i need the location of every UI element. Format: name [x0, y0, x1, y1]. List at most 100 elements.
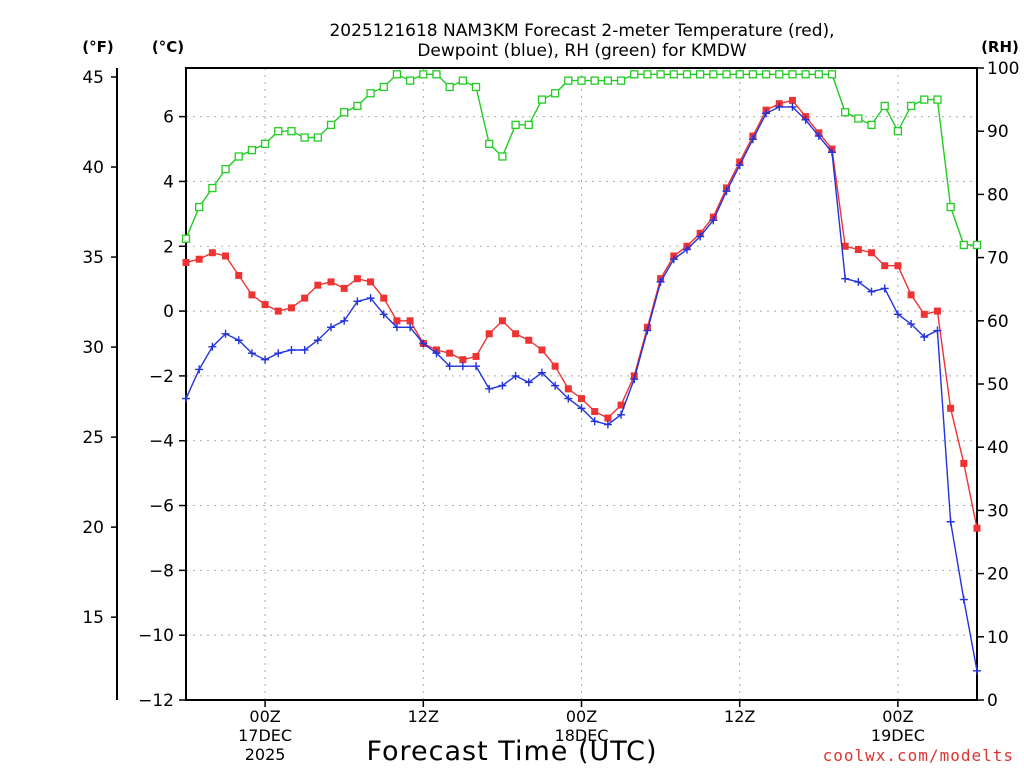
dewpoint-point	[182, 394, 190, 403]
rh-point	[616, 76, 626, 85]
dewpoint-point	[669, 255, 678, 264]
dewpoint-point	[445, 362, 454, 371]
celsius-tick-label: −2	[149, 367, 174, 387]
dewpoint-point	[643, 326, 652, 335]
rh-point	[643, 70, 652, 79]
rh-point	[221, 164, 230, 174]
dewpoint-point	[788, 102, 797, 111]
temperature-point	[564, 385, 572, 393]
rh-tick-label: 20	[987, 565, 1009, 585]
temperature-point	[881, 262, 889, 270]
dewpoint-point	[551, 381, 560, 390]
rh-tick-label: 90	[987, 122, 1009, 142]
rh-tick-label: 80	[987, 185, 1009, 205]
rh-point	[656, 70, 665, 79]
dewpoint-point	[537, 368, 546, 377]
celsius-tick-label: −12	[138, 691, 174, 711]
rh-point	[300, 133, 309, 142]
rh-point	[498, 152, 507, 161]
rh-point	[405, 76, 415, 85]
temperature-point	[868, 249, 876, 257]
rh-point	[946, 202, 955, 212]
temperature-point	[551, 362, 559, 370]
temperature-point	[261, 301, 269, 309]
rh-point	[392, 70, 402, 79]
temperature-point	[591, 408, 599, 416]
temperature-point	[485, 330, 493, 338]
rh-tick-label: 10	[987, 628, 1009, 648]
rh-point	[669, 70, 678, 79]
temperature-point	[235, 271, 243, 279]
celsius-tick-label: −4	[149, 432, 174, 452]
data-series	[181, 70, 982, 675]
dewpoint-point	[498, 381, 507, 390]
rh-point	[340, 108, 349, 117]
time-tick-label: 12Z	[724, 707, 755, 726]
rh-point	[485, 139, 494, 148]
temperature-point	[182, 258, 190, 266]
x-axis-label: Forecast Time (UTC)	[366, 736, 657, 767]
dewpoint-point	[656, 277, 665, 286]
dewpoint-point	[920, 333, 929, 342]
dewpoint-point	[854, 277, 863, 286]
temperature-point	[854, 245, 862, 253]
dewpoint-point	[195, 365, 204, 374]
temperature-point	[894, 262, 902, 270]
rh-point	[814, 70, 823, 79]
rh-point	[379, 82, 388, 92]
dewpoint-point	[313, 336, 322, 345]
rh-point	[933, 95, 942, 104]
celsius-tick-label: −8	[149, 561, 174, 581]
rh-point	[524, 120, 533, 130]
rh-series	[181, 70, 982, 250]
rh-point	[801, 70, 810, 79]
rh-point	[181, 234, 191, 243]
rh-point	[432, 70, 441, 79]
rh-point	[511, 120, 520, 130]
rh-point	[458, 76, 468, 85]
time-tick-label: 00Z	[566, 707, 597, 726]
rh-point	[867, 120, 876, 130]
dewpoint-point	[973, 666, 981, 675]
temperature-point	[947, 404, 955, 412]
chart-title-line2: Dewpoint (blue), RH (green) for KMDW	[417, 41, 746, 61]
dewpoint-point	[907, 320, 916, 329]
rh-point	[471, 82, 481, 92]
rh-point	[630, 70, 639, 79]
dewpoint-point	[564, 394, 573, 403]
rh-point	[841, 108, 850, 117]
rh-point	[893, 127, 903, 136]
fahrenheit-tick-label: 45	[82, 68, 104, 88]
date-tick-label: 17DEC	[238, 726, 292, 745]
dewpoint-point	[775, 102, 784, 111]
dewpoint-point	[617, 410, 626, 419]
temperature-point	[525, 336, 533, 344]
rh-point	[761, 70, 771, 79]
rh-point	[366, 89, 375, 98]
temperature-point	[920, 310, 928, 318]
rh-point	[353, 101, 362, 111]
rh-point	[788, 70, 797, 79]
dewpoint-point	[603, 420, 612, 429]
dewpoint-point	[893, 310, 902, 319]
time-tick-label: 00Z	[249, 707, 280, 726]
rh-point	[564, 76, 573, 85]
rh-point	[247, 146, 257, 155]
temperature-point	[406, 317, 414, 325]
dewpoint-point	[261, 355, 270, 364]
temperature-point	[208, 249, 216, 257]
rh-tick-label: 70	[987, 249, 1009, 269]
dewpoint-point	[748, 135, 757, 144]
dewpoint-point	[472, 362, 481, 371]
dewpoint-point	[959, 595, 968, 604]
year-tick-label: 2025	[245, 745, 286, 764]
fahrenheit-tick-label: 40	[82, 158, 104, 178]
temperature-point	[222, 252, 230, 260]
rh-point	[537, 95, 547, 104]
temperature-point	[907, 291, 915, 299]
temperature-point	[512, 330, 520, 338]
dewpoint-point	[696, 232, 705, 241]
rh-point	[709, 70, 718, 79]
dewpoint-point	[234, 336, 243, 345]
rh-point	[208, 183, 217, 193]
